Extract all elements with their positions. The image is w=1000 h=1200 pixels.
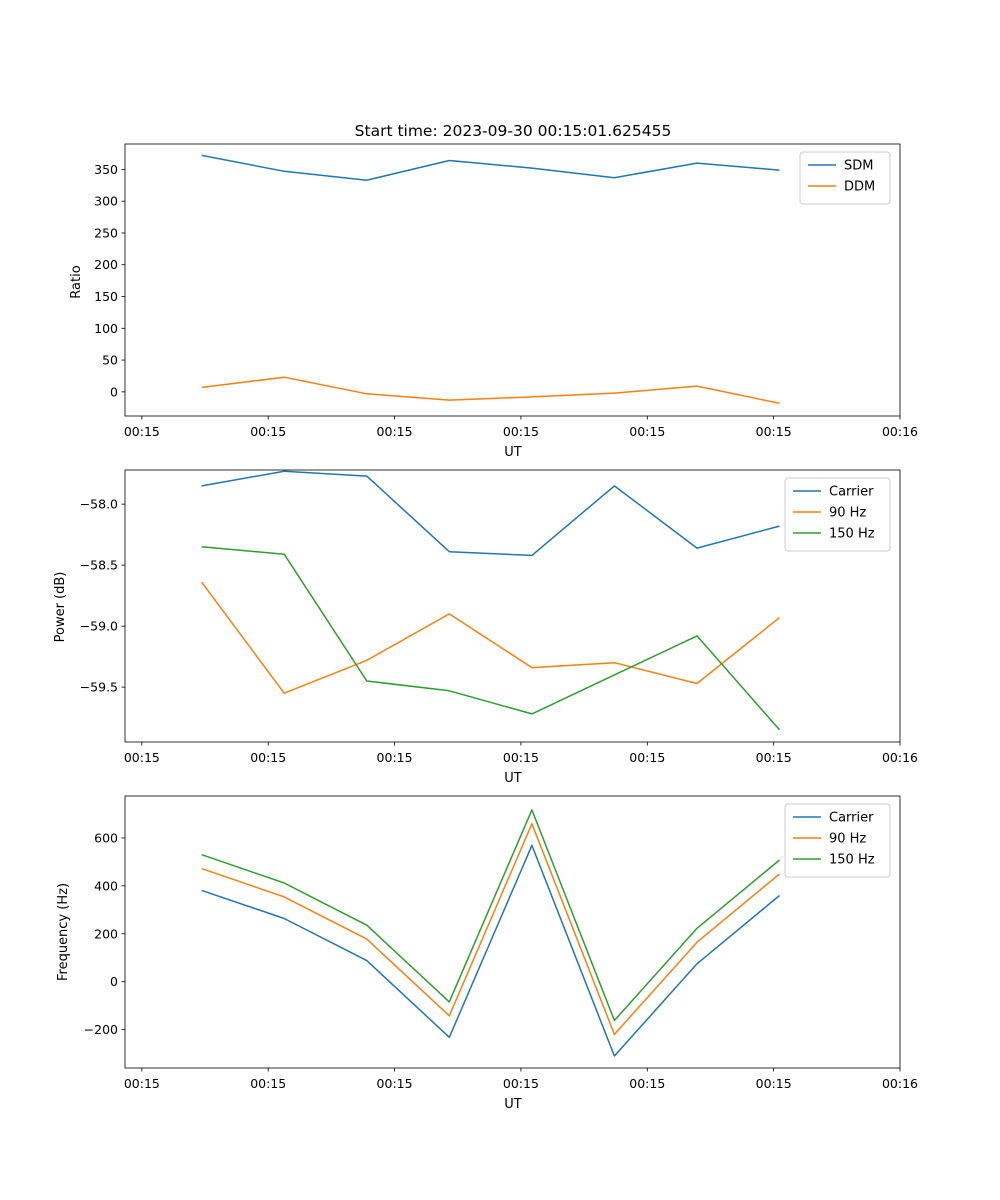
frequency-x-tick-label: 00:15 xyxy=(756,1076,792,1091)
ratio-x-tick-label: 00:15 xyxy=(756,424,792,439)
ratio-y-tick-label: 0 xyxy=(110,384,118,399)
power-y-tick-label: −59.0 xyxy=(80,619,118,634)
power-y-tick-label: −58.0 xyxy=(80,497,118,512)
ratio-axes-frame xyxy=(124,143,901,417)
power-series-line-90-hz xyxy=(201,581,780,694)
power-x-tick-label: 00:15 xyxy=(250,750,286,765)
ratio-x-axis-label: UT xyxy=(504,445,522,460)
power-x-tick-label: 00:15 xyxy=(377,750,413,765)
ratio-y-tick-label: 100 xyxy=(94,321,118,336)
ratio-x-tick-label: 00:15 xyxy=(377,424,413,439)
power-plot-area: 00:15 00:15 00:15 00:15 00:15 00:15 00:16 −59.5… xyxy=(80,469,918,765)
frequency-x-axis-label: UT xyxy=(504,1097,522,1112)
power-legend-label: 150 Hz xyxy=(829,527,875,542)
power-series-line-150-hz xyxy=(201,546,781,731)
frequency-x-tick-label: 00:15 xyxy=(503,1076,539,1091)
ratio-legend-label: DDM xyxy=(844,180,875,195)
ratio-y-axis-label: Ratio xyxy=(69,265,84,298)
ratio-y-tick-label: 350 xyxy=(94,162,118,177)
ratio-plot-area: 00:15 00:15 00:15 00:15 00:15 00:15 00:16 0 50 10… xyxy=(94,143,918,439)
frequency-y-tick-label: −200 xyxy=(84,1022,118,1037)
power-y-tick-label: −59.5 xyxy=(80,680,118,695)
frequency-legend-label: 150 Hz xyxy=(829,853,875,868)
frequency-plot-area: 00:15 00:15 00:15 00:15 00:15 00:15 00:16 −200 0… xyxy=(84,795,918,1091)
frequency-y-axis-label: Frequency (Hz) xyxy=(56,883,71,981)
frequency-x-tick-label: 00:16 xyxy=(882,1076,918,1091)
frequency-legend-label: 90 Hz xyxy=(829,832,866,847)
ratio-x-tick-label: 00:16 xyxy=(882,424,918,439)
power-x-tick-label: 00:15 xyxy=(756,750,792,765)
frequency-axes-frame xyxy=(124,795,901,1069)
power-y-axis-label: Power (dB) xyxy=(53,572,68,643)
ratio-legend-label: SDM xyxy=(844,159,873,174)
ratio-series-line-ddm xyxy=(201,376,780,405)
ratio-x-tick-label: 00:15 xyxy=(629,424,665,439)
power-x-tick-label: 00:15 xyxy=(503,750,539,765)
frequency-series-line-150-hz xyxy=(201,809,780,1022)
power-legend-label: Carrier xyxy=(829,485,874,500)
ratio-y-tick-label: 300 xyxy=(94,194,118,209)
frequency-series-line-carrier xyxy=(201,844,780,1057)
frequency-y-tick-label: 200 xyxy=(94,926,118,941)
power-series-line-carrier xyxy=(201,470,780,557)
frequency-x-tick-label: 00:15 xyxy=(124,1076,160,1091)
frequency-x-tick-label: 00:15 xyxy=(250,1076,286,1091)
chart-title: Start time: 2023-09-30 00:15:01.625455 xyxy=(355,122,672,140)
frequency-series-line-90-hz xyxy=(201,823,780,1036)
power-x-axis-label: UT xyxy=(504,771,522,786)
ratio-y-tick-label: 150 xyxy=(94,289,118,304)
ratio-y-tick-label: 200 xyxy=(94,257,118,272)
ratio-x-tick-label: 00:15 xyxy=(250,424,286,439)
subplot-power: 00:15 00:15 00:15 00:15 00:15 00:15 00:16 −59.5… xyxy=(53,469,918,786)
subplot-frequency: 00:15 00:15 00:15 00:15 00:15 00:15 00:16 −200 0… xyxy=(56,795,918,1112)
ratio-y-tick-label: 50 xyxy=(102,353,118,368)
frequency-y-tick-label: 400 xyxy=(94,878,118,893)
power-x-tick-label: 00:15 xyxy=(629,750,665,765)
frequency-legend-label: Carrier xyxy=(829,811,874,826)
frequency-y-tick-label: 600 xyxy=(94,830,118,845)
ratio-x-tick-label: 00:15 xyxy=(124,424,160,439)
frequency-x-tick-label: 00:15 xyxy=(629,1076,665,1091)
ratio-y-tick-label: 250 xyxy=(94,225,118,240)
ratio-x-tick-label: 00:15 xyxy=(503,424,539,439)
power-x-tick-label: 00:16 xyxy=(882,750,918,765)
power-legend-label: 90 Hz xyxy=(829,506,866,521)
frequency-y-tick-label: 0 xyxy=(110,974,118,989)
ratio-series-line-sdm xyxy=(201,154,780,181)
frequency-x-tick-label: 00:15 xyxy=(377,1076,413,1091)
power-y-tick-label: −58.5 xyxy=(80,558,118,573)
subplot-ratio: Start time: 2023-09-30 00:15:01.625455 0… xyxy=(69,122,918,460)
power-x-tick-label: 00:15 xyxy=(124,750,160,765)
power-axes-frame xyxy=(124,469,901,743)
